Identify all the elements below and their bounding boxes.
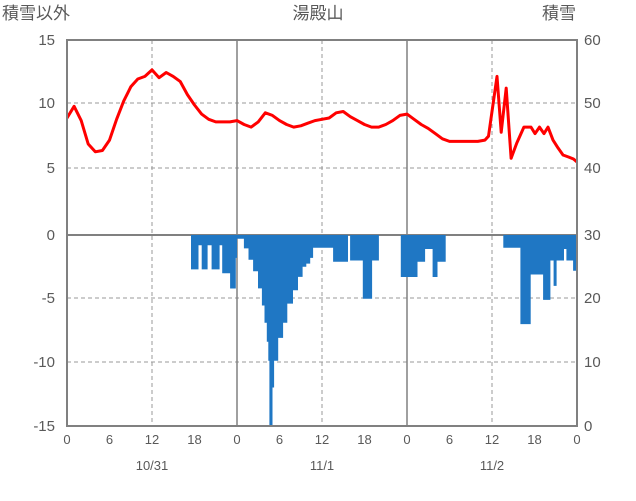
svg-text:11/1: 11/1 — [310, 458, 334, 473]
svg-text:12: 12 — [315, 432, 329, 447]
svg-text:11/2: 11/2 — [480, 458, 504, 473]
svg-text:50: 50 — [584, 95, 601, 112]
svg-text:5: 5 — [47, 160, 55, 177]
svg-text:30: 30 — [584, 227, 601, 244]
svg-text:-5: -5 — [42, 290, 55, 307]
svg-text:0: 0 — [403, 432, 410, 447]
svg-text:12: 12 — [145, 432, 159, 447]
svg-text:0: 0 — [573, 432, 580, 447]
svg-text:18: 18 — [527, 432, 541, 447]
svg-text:-15: -15 — [33, 418, 55, 435]
svg-text:積雪: 積雪 — [542, 0, 576, 24]
svg-text:18: 18 — [187, 432, 201, 447]
svg-text:0: 0 — [63, 432, 70, 447]
svg-text:6: 6 — [446, 432, 453, 447]
svg-text:15: 15 — [38, 32, 55, 49]
svg-text:10/31: 10/31 — [136, 458, 169, 473]
svg-text:積雪以外: 積雪以外 — [2, 0, 70, 24]
svg-text:湯殿山: 湯殿山 — [293, 0, 344, 24]
svg-text:0: 0 — [47, 227, 55, 244]
svg-text:12: 12 — [485, 432, 499, 447]
svg-text:6: 6 — [106, 432, 113, 447]
svg-text:-10: -10 — [33, 354, 55, 371]
svg-text:60: 60 — [584, 32, 601, 49]
svg-text:10: 10 — [38, 95, 55, 112]
svg-text:10: 10 — [584, 354, 601, 371]
svg-text:6: 6 — [276, 432, 283, 447]
svg-text:40: 40 — [584, 160, 601, 177]
svg-text:20: 20 — [584, 290, 601, 307]
svg-text:0: 0 — [233, 432, 240, 447]
svg-text:0: 0 — [584, 418, 592, 435]
svg-text:18: 18 — [357, 432, 371, 447]
